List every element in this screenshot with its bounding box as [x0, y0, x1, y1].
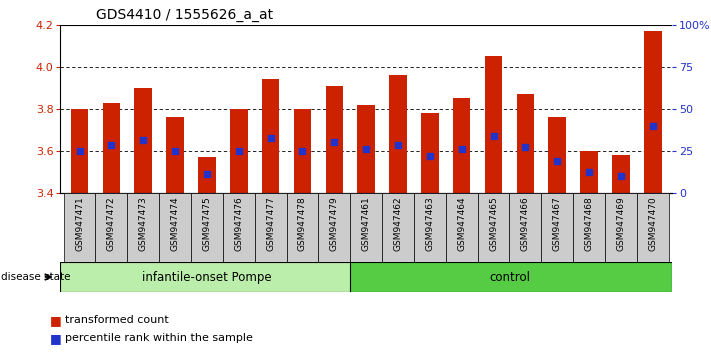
Text: disease state: disease state	[1, 272, 71, 282]
Bar	[198, 157, 215, 193]
Text: GDS4410 / 1555626_a_at: GDS4410 / 1555626_a_at	[96, 8, 273, 22]
Text: GSM947479: GSM947479	[330, 196, 339, 251]
Bar	[134, 88, 152, 193]
Text: GSM947473: GSM947473	[139, 196, 148, 251]
Text: GSM947476: GSM947476	[235, 196, 243, 251]
Text: control: control	[489, 270, 530, 284]
Bar	[389, 75, 407, 193]
Bar	[63, 193, 95, 262]
Bar	[485, 56, 502, 193]
Bar	[382, 193, 414, 262]
Bar	[60, 262, 351, 292]
Bar	[573, 193, 605, 262]
Text: GSM947478: GSM947478	[298, 196, 307, 251]
Bar	[71, 109, 88, 193]
Bar	[95, 193, 127, 262]
Text: GSM947464: GSM947464	[457, 196, 466, 251]
Text: transformed count: transformed count	[65, 315, 169, 325]
Text: GSM947475: GSM947475	[203, 196, 211, 251]
Text: GSM947461: GSM947461	[362, 196, 370, 251]
Bar	[517, 94, 534, 193]
Text: GSM947469: GSM947469	[616, 196, 626, 251]
Bar	[326, 86, 343, 193]
Bar	[255, 193, 287, 262]
Text: GSM947468: GSM947468	[584, 196, 594, 251]
Bar	[644, 31, 661, 193]
Bar	[637, 193, 669, 262]
Bar	[421, 113, 439, 193]
Text: GSM947471: GSM947471	[75, 196, 84, 251]
Text: GSM947477: GSM947477	[266, 196, 275, 251]
Bar	[127, 193, 159, 262]
Bar	[453, 98, 471, 193]
Text: GSM947462: GSM947462	[393, 196, 402, 251]
Text: ■: ■	[50, 314, 62, 327]
Bar	[414, 193, 446, 262]
Bar	[351, 262, 672, 292]
Text: GSM947470: GSM947470	[648, 196, 657, 251]
Bar	[478, 193, 510, 262]
Bar	[166, 117, 184, 193]
Bar	[294, 109, 311, 193]
Bar	[223, 193, 255, 262]
Bar	[605, 193, 637, 262]
Text: percentile rank within the sample: percentile rank within the sample	[65, 333, 253, 343]
Bar	[580, 151, 598, 193]
Bar	[510, 193, 541, 262]
Bar	[230, 109, 247, 193]
Bar	[351, 193, 382, 262]
Text: infantile-onset Pompe: infantile-onset Pompe	[142, 270, 272, 284]
Bar	[262, 79, 279, 193]
Bar	[319, 193, 351, 262]
Text: GSM947467: GSM947467	[552, 196, 562, 251]
Bar	[612, 155, 630, 193]
Bar	[159, 193, 191, 262]
Text: GSM947463: GSM947463	[425, 196, 434, 251]
Text: GSM947466: GSM947466	[521, 196, 530, 251]
Bar	[102, 103, 120, 193]
Bar	[358, 105, 375, 193]
Bar	[287, 193, 319, 262]
Text: GSM947465: GSM947465	[489, 196, 498, 251]
Bar	[541, 193, 573, 262]
Text: GSM947472: GSM947472	[107, 196, 116, 251]
Bar	[446, 193, 478, 262]
Bar	[191, 193, 223, 262]
Bar	[548, 117, 566, 193]
Text: GSM947474: GSM947474	[171, 196, 180, 251]
Text: ■: ■	[50, 332, 62, 344]
